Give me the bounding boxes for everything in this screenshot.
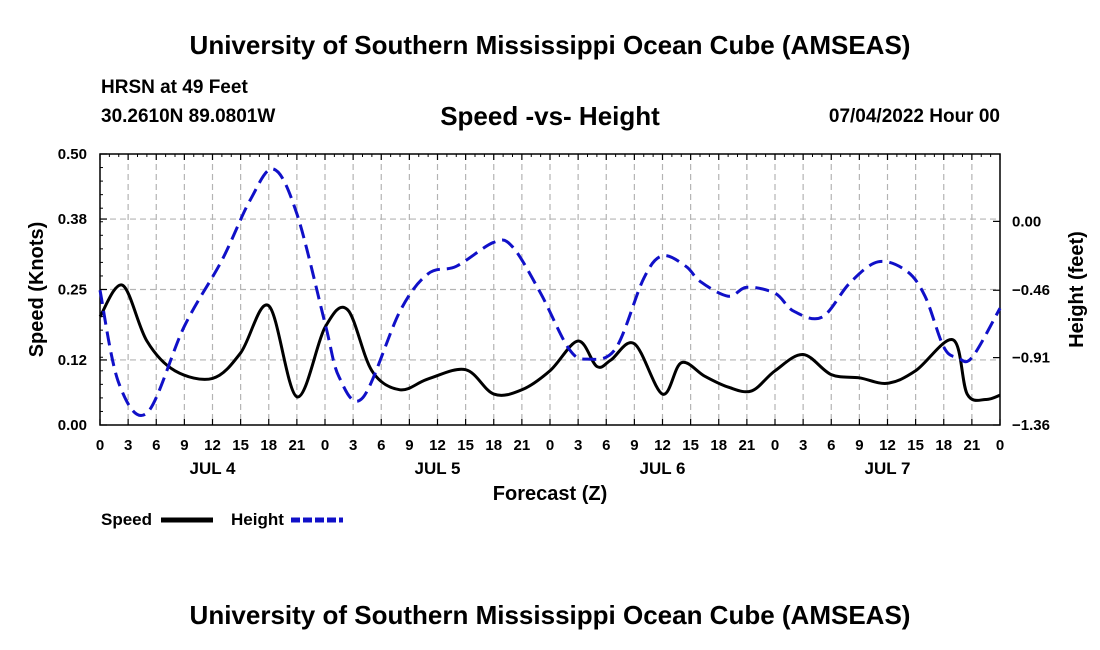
y-left-tick-label: 0.00	[58, 417, 87, 434]
x-tick-label: 15	[457, 437, 474, 454]
x-tick-label: 0	[546, 437, 554, 454]
x-tick-label: 3	[799, 437, 807, 454]
x-tick-label: 15	[907, 437, 924, 454]
x-tick-label: 12	[429, 437, 446, 454]
x-tick-label: 15	[682, 437, 699, 454]
y-right-tick-label: −1.36	[1012, 417, 1050, 434]
y-right-tick-label: 0.00	[1012, 213, 1041, 230]
x-tick-label: 18	[710, 437, 727, 454]
x-tick-label: 0	[96, 437, 104, 454]
axis-ticks: 0 3 6 9 12 15 18 21 0 3 6 9 12 15 18 21 0 3 6 9 12 15 18 21 0 3 6 9…	[58, 146, 1050, 478]
station-coordinates: 30.2610N 89.0801W	[101, 106, 276, 127]
x-tick-label: 9	[405, 437, 413, 454]
day-label: JUL 5	[415, 459, 461, 478]
speed-height-chart: 0 3 6 9 12 15 18 21 0 3 6 9 12 15 18 21 0 3 6 9 12 15 18 21 0 3 6 9…	[26, 146, 1088, 529]
x-tick-label: 0	[996, 437, 1004, 454]
y-axis-right-label: Height (feet)	[1066, 231, 1088, 348]
x-tick-label: 9	[630, 437, 638, 454]
x-tick-label: 0	[321, 437, 329, 454]
day-label: JUL 7	[865, 459, 911, 478]
y-axis-left-label: Speed (Knots)	[26, 222, 48, 358]
x-tick-label: 6	[377, 437, 385, 454]
day-label: JUL 6	[640, 459, 686, 478]
y-left-tick-label: 0.25	[58, 282, 87, 299]
x-tick-label: 6	[827, 437, 835, 454]
page-title: University of Southern Mississippi Ocean…	[189, 30, 911, 60]
x-tick-label: 9	[180, 437, 188, 454]
station-name: HRSN at 49 Feet	[101, 77, 248, 98]
x-tick-label: 21	[964, 437, 981, 454]
y-left-tick-label: 0.50	[58, 146, 87, 163]
series	[98, 167, 1002, 417]
x-tick-label: 12	[204, 437, 221, 454]
x-tick-label: 18	[485, 437, 502, 454]
day-label: JUL 4	[190, 459, 237, 478]
x-tick-label: 21	[739, 437, 756, 454]
footer-title: University of Southern Mississippi Ocean…	[189, 600, 911, 630]
x-tick-label: 21	[514, 437, 531, 454]
legend-speed-label: Speed	[101, 510, 152, 529]
y-right-tick-label: −0.91	[1012, 350, 1050, 367]
series-line-height	[98, 167, 1002, 417]
grid	[100, 154, 1000, 425]
x-tick-label: 3	[574, 437, 582, 454]
series-line-speed	[98, 283, 1001, 402]
x-tick-label: 3	[124, 437, 132, 454]
chart-subtitle: Speed -vs- Height	[440, 101, 660, 131]
x-axis-label: Forecast (Z)	[493, 483, 607, 505]
x-tick-label: 0	[771, 437, 779, 454]
y-left-tick-label: 0.38	[58, 211, 87, 228]
y-right-tick-label: −0.46	[1012, 282, 1050, 299]
x-tick-label: 15	[232, 437, 249, 454]
x-tick-label: 18	[935, 437, 952, 454]
x-tick-label: 18	[260, 437, 277, 454]
x-tick-label: 12	[654, 437, 671, 454]
legend: Speed Height	[101, 510, 343, 529]
x-tick-label: 6	[602, 437, 610, 454]
x-tick-label: 6	[152, 437, 160, 454]
x-tick-label: 12	[879, 437, 896, 454]
legend-height-label: Height	[231, 510, 284, 529]
y-left-tick-label: 0.12	[58, 352, 87, 369]
forecast-date: 07/04/2022 Hour 00	[828, 106, 1000, 127]
x-tick-label: 3	[349, 437, 357, 454]
x-tick-label: 21	[289, 437, 306, 454]
x-tick-label: 9	[855, 437, 863, 454]
